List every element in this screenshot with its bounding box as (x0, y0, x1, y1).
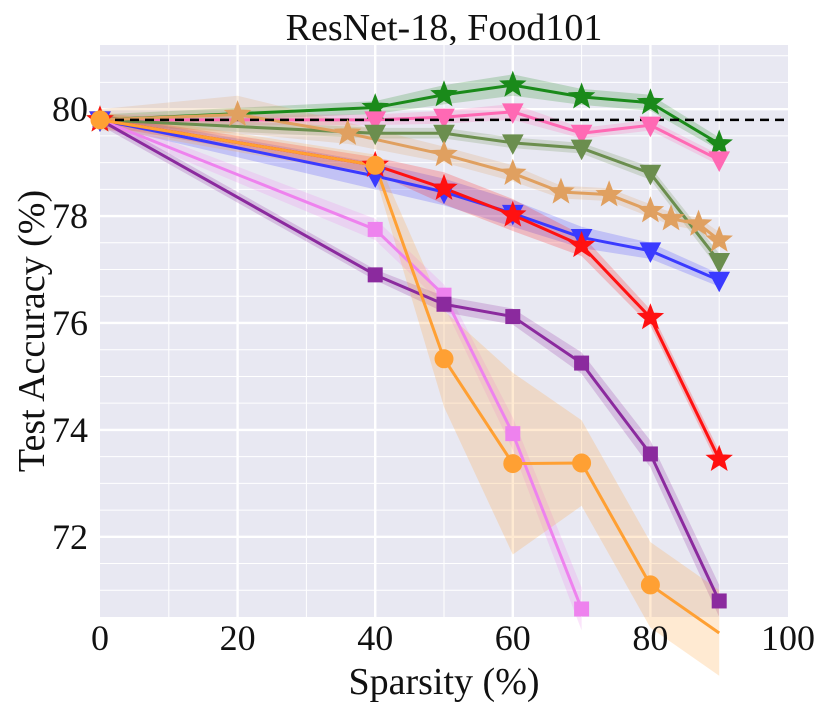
marker-tan-star (705, 225, 733, 252)
marker-pink-triangle (433, 108, 455, 130)
marker-blue-triangle (708, 271, 731, 293)
y-tick-label: 76 (52, 303, 88, 343)
marker-purple-square (642, 446, 658, 462)
marker-olive-triangle (501, 134, 524, 155)
marker-tan-star (547, 177, 575, 204)
marker-pink-triangle (570, 124, 593, 146)
series-markers (86, 70, 733, 617)
marker-pink-triangle (639, 116, 662, 138)
y-axis-label: Test Accuracy (%) (11, 190, 53, 472)
marker-olive-triangle (570, 139, 593, 161)
marker-violet-square (505, 426, 521, 442)
y-tick-label: 78 (52, 196, 88, 236)
y-tick-label: 72 (52, 517, 88, 557)
marker-purple-square (505, 309, 521, 325)
x-tick-label: 0 (91, 618, 109, 658)
y-tick-label: 80 (52, 89, 88, 129)
x-axis-label: Sparsity (%) (348, 661, 539, 703)
marker-orange-circle (503, 454, 523, 474)
marker-purple-square (367, 267, 383, 283)
marker-red-star (705, 444, 733, 471)
marker-tan-star (636, 196, 665, 223)
marker-pink-triangle (708, 151, 731, 173)
marker-orange-circle (572, 453, 592, 473)
marker-tan-star (499, 158, 527, 185)
marker-red-star (567, 231, 596, 258)
marker-violet-square (367, 221, 383, 237)
marker-purple-square (574, 355, 590, 371)
tick-labels: 0 20 40 60 80 100 72 74 76 78 80 (52, 89, 815, 658)
marker-tan-star (595, 180, 623, 207)
x-tick-label: 60 (495, 618, 531, 658)
marker-tan-star (657, 204, 685, 231)
marker-olive-triangle (708, 253, 731, 274)
marker-pink-triangle (501, 103, 524, 124)
marker-orange-circle (640, 575, 660, 595)
chart-title: ResNet-18, Food101 (286, 7, 603, 49)
marker-green-star (430, 80, 458, 107)
marker-orange-circle (365, 155, 385, 175)
marker-blue-triangle (639, 242, 662, 263)
marker-orange-circle (90, 110, 110, 130)
marker-green-star (705, 129, 733, 156)
x-tick-label: 20 (220, 618, 256, 658)
marker-purple-square (711, 593, 727, 609)
x-tick-label: 80 (632, 618, 668, 658)
marker-tan-star (430, 140, 458, 167)
marker-violet-square (574, 601, 590, 617)
marker-red-star (499, 200, 527, 227)
marker-tan-star (333, 118, 362, 145)
marker-purple-square (436, 296, 452, 312)
marker-olive-triangle (364, 124, 387, 146)
marker-pink-triangle (364, 111, 387, 132)
marker-green-star (499, 70, 527, 97)
marker-red-star (636, 303, 665, 330)
marker-tan-star (223, 100, 252, 127)
marker-tan-star (684, 209, 713, 236)
band-blue-triangle (100, 114, 720, 287)
x-tick-label: 40 (357, 618, 393, 658)
band-violet-square (100, 114, 582, 631)
marker-olive-triangle (433, 124, 455, 146)
marker-orange-circle (434, 349, 454, 369)
band-orange-circle (100, 111, 720, 676)
marker-olive-triangle (639, 164, 662, 186)
band-tan-star (100, 95, 720, 249)
x-tick-label: 100 (761, 618, 815, 658)
marker-green-star (567, 82, 596, 109)
marker-red-star (430, 173, 458, 200)
marker-green-star (636, 88, 665, 115)
y-tick-label: 74 (52, 410, 88, 450)
